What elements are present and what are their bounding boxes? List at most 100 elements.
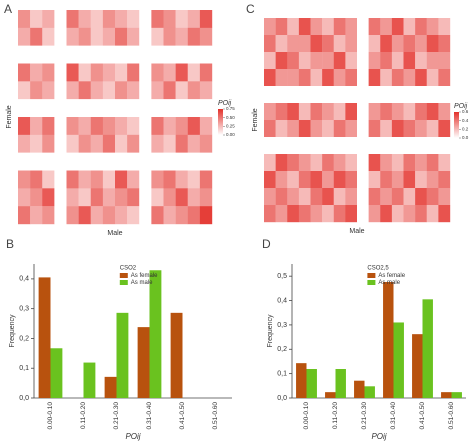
heatmap-cell: [333, 52, 346, 70]
heatmap-cell: [102, 188, 116, 207]
heatmap-cell: [310, 86, 323, 104]
heatmap-cell: [368, 137, 381, 155]
colorbar-tick-label: 0.75: [226, 106, 235, 111]
bar: [83, 362, 96, 398]
bar: [296, 363, 307, 398]
heatmap-cell: [275, 120, 288, 138]
heatmap-cell: [345, 188, 358, 206]
heatmap-cell: [66, 188, 79, 207]
heatmap-cell: [380, 18, 393, 36]
heatmap-cell: [426, 137, 439, 155]
heatmap-cell: [426, 120, 439, 138]
heatmap-cell: [345, 171, 358, 189]
heatmap-cell: [102, 81, 116, 100]
heatmap-cell: [199, 117, 213, 136]
heatmap-cell: [264, 137, 276, 155]
heatmap-cell: [415, 35, 427, 53]
heatmap-cell: [199, 152, 213, 171]
heatmap-cell: [368, 103, 381, 121]
heatmap-cell: [426, 18, 439, 36]
heatmap-cell: [18, 152, 31, 171]
heatmap-cell: [42, 81, 55, 100]
heatmap-cell: [287, 154, 300, 172]
bar: [354, 380, 365, 398]
heatmap-cell: [102, 170, 116, 189]
y-axis-label: Frequency: [9, 314, 16, 348]
heatmap-cell: [275, 35, 288, 53]
heatmap-cell: [54, 63, 67, 82]
heatmap-cell: [90, 99, 104, 118]
heatmap-cell: [310, 120, 323, 138]
panel-label: A: [4, 2, 12, 16]
heatmap-cell: [438, 18, 451, 36]
heatmap-cell: [380, 35, 393, 53]
bar: [170, 312, 183, 398]
heatmap-cell: [151, 206, 164, 225]
heatmap-cell: [322, 205, 334, 223]
heatmap-cell: [66, 117, 79, 136]
heatmap-cell: [415, 188, 427, 206]
heatmap-cell: [175, 63, 188, 82]
heatmap-cell: [310, 137, 323, 155]
heatmap-cell: [54, 134, 67, 153]
heatmap-cell: [18, 188, 31, 207]
heatmap-cell: [333, 18, 346, 36]
legend-title: CSO2: [120, 266, 137, 272]
heatmap-cell: [357, 137, 369, 155]
heatmap-cell: [139, 63, 152, 82]
heatmap-cell: [78, 45, 91, 64]
heatmap-cell: [357, 120, 369, 138]
heatmap-cell: [391, 86, 404, 104]
heatmap-cell: [187, 117, 201, 136]
heatmap-cell: [78, 10, 91, 29]
heatmap-cell: [264, 154, 276, 172]
x-tick-label: 0.00-0.10: [47, 402, 54, 430]
heatmap-cell: [54, 117, 67, 136]
heatmap-cell: [163, 117, 176, 136]
heatmap-cell: [287, 86, 300, 104]
heatmap-cell: [298, 35, 311, 53]
heatmap-cell: [187, 10, 201, 29]
heatmap-cell: [66, 27, 79, 46]
heatmap-cell: [115, 27, 128, 46]
heatmap-cell: [163, 188, 176, 207]
heatmap-cell: [415, 205, 427, 223]
heatmap-cell: [102, 10, 116, 29]
heatmap-cell: [42, 134, 55, 153]
heatmap-cell: [275, 171, 288, 189]
heatmap-cell: [275, 154, 288, 172]
heatmap-cell: [42, 63, 55, 82]
heatmap-cell: [426, 171, 439, 189]
heatmap-cell: [151, 152, 164, 171]
heatmap-cell: [42, 117, 55, 136]
heatmap-cell: [78, 117, 91, 136]
heatmap-cell: [66, 206, 79, 225]
heatmap-cell: [18, 10, 31, 29]
heatmap-cell: [127, 134, 140, 153]
heatmap-cell: [127, 45, 140, 64]
heatmap-cell: [403, 188, 416, 206]
heatmap-cell: [30, 152, 43, 171]
heatmap-cell: [163, 206, 176, 225]
heatmap-cell: [380, 52, 393, 70]
heatmap-cell: [287, 137, 300, 155]
heatmap-cell: [298, 137, 311, 155]
heatmap-cell: [54, 206, 67, 225]
heatmap-cell: [438, 69, 451, 87]
heatmap-cell: [187, 99, 201, 118]
heatmap-cell: [42, 206, 55, 225]
heatmap-cell: [127, 188, 140, 207]
heatmap-cell: [287, 35, 300, 53]
heatmap-cell: [199, 27, 213, 46]
x-tick-label: 0.00-0.10: [303, 402, 310, 430]
heatmap-cell: [175, 10, 188, 29]
heatmap-cell: [380, 188, 393, 206]
heatmap-cell: [175, 45, 188, 64]
heatmap-cell: [380, 86, 393, 104]
heatmap-cell: [30, 63, 43, 82]
heatmap-cell: [66, 81, 79, 100]
heatmap-cell: [438, 52, 451, 70]
heatmap-cell: [187, 27, 201, 46]
heatmap-cell: [298, 188, 311, 206]
heatmap-cell: [30, 170, 43, 189]
